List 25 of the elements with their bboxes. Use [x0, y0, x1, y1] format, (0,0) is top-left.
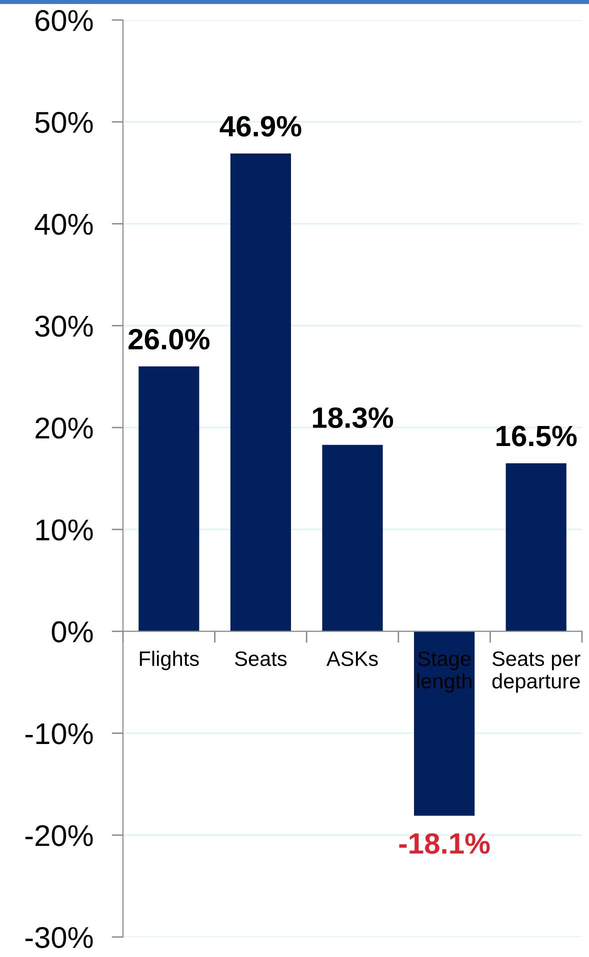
y-tick-label: 20% — [36, 418, 93, 439]
y-tick-label: 0% — [52, 621, 93, 642]
data-label: 26.0% — [128, 328, 210, 350]
data-label: -18.1% — [399, 833, 490, 854]
x-tick-label: Flights — [140, 650, 199, 670]
y-tick-label: 10% — [36, 519, 93, 541]
bar — [138, 366, 200, 632]
x-tick-label: Seats per departure — [492, 651, 580, 693]
y-tick-label: 60% — [36, 10, 93, 32]
x-tick-label: Seats — [235, 651, 287, 666]
bar — [414, 631, 475, 816]
bar — [506, 463, 566, 632]
data-label: 16.5% — [496, 426, 577, 446]
y-tick-label: -30% — [25, 926, 93, 948]
y-tick-label: 30% — [35, 316, 93, 337]
data-label: 46.9% — [220, 116, 302, 137]
y-tick-label: -10% — [25, 723, 93, 744]
bar — [230, 153, 291, 632]
x-tick-label: Stage length — [417, 651, 472, 693]
y-tick-label: -20% — [25, 825, 93, 846]
data-label: 18.3% — [312, 407, 394, 428]
bar — [322, 444, 383, 632]
x-tick-label: ASKs — [326, 651, 378, 666]
y-tick-label: 40% — [34, 214, 93, 235]
y-tick-label: 50% — [35, 112, 93, 134]
